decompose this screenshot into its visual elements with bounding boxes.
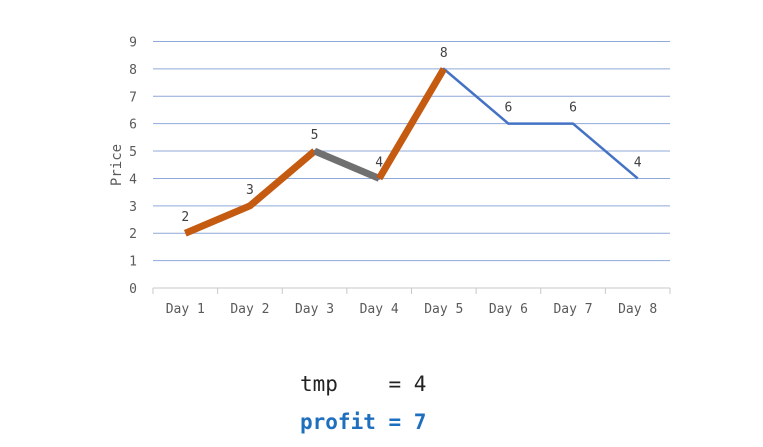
y-tick-6: 6 xyxy=(129,118,137,133)
y-tick-2: 2 xyxy=(129,227,137,242)
x-tick-day-3: Day 3 xyxy=(295,302,334,317)
y-tick-1: 1 xyxy=(129,255,137,270)
y-tick-4: 4 xyxy=(129,172,137,187)
data-label-day-4: 4 xyxy=(375,155,383,170)
y-tick-5: 5 xyxy=(129,145,137,160)
y-tick-7: 7 xyxy=(129,90,137,105)
highlight-segment-2 xyxy=(313,147,381,182)
highlight-segment-1 xyxy=(183,148,317,237)
highlighted-segments xyxy=(183,67,447,237)
x-tick-day-1: Day 1 xyxy=(166,302,205,317)
y-tick-labels: 0 1 2 3 4 5 6 7 8 9 xyxy=(129,36,137,298)
x-tick-day-2: Day 2 xyxy=(230,302,269,317)
y-axis-label: Price xyxy=(109,144,125,186)
x-axis xyxy=(152,287,671,294)
gridlines xyxy=(153,41,670,262)
data-labels: 2 3 5 4 8 6 6 4 xyxy=(181,46,641,225)
y-tick-8: 8 xyxy=(129,63,137,78)
y-tick-9: 9 xyxy=(129,36,137,51)
highlight-segment-3 xyxy=(376,67,447,181)
x-tick-day-5: Day 5 xyxy=(424,302,463,317)
data-label-day-3: 5 xyxy=(311,128,319,143)
x-tick-day-6: Day 6 xyxy=(489,302,528,317)
y-tick-0: 0 xyxy=(129,282,137,297)
data-label-day-8: 4 xyxy=(634,155,642,170)
profit-value-text: profit = 7 xyxy=(300,410,427,434)
x-tick-day-8: Day 8 xyxy=(618,302,657,317)
y-tick-3: 3 xyxy=(129,200,137,215)
x-tick-day-7: Day 7 xyxy=(553,302,592,317)
data-label-day-1: 2 xyxy=(181,210,189,225)
x-tick-labels: Day 1 Day 2 Day 3 Day 4 Day 5 Day 6 Day 7 Day 8 xyxy=(166,302,658,317)
data-label-day-2: 3 xyxy=(246,183,254,198)
x-tick-day-4: Day 4 xyxy=(360,302,399,317)
data-label-day-5: 8 xyxy=(440,46,448,61)
data-label-day-6: 6 xyxy=(505,101,513,116)
data-label-day-7: 6 xyxy=(569,101,577,116)
tmp-value-text: tmp = 4 xyxy=(300,372,427,396)
